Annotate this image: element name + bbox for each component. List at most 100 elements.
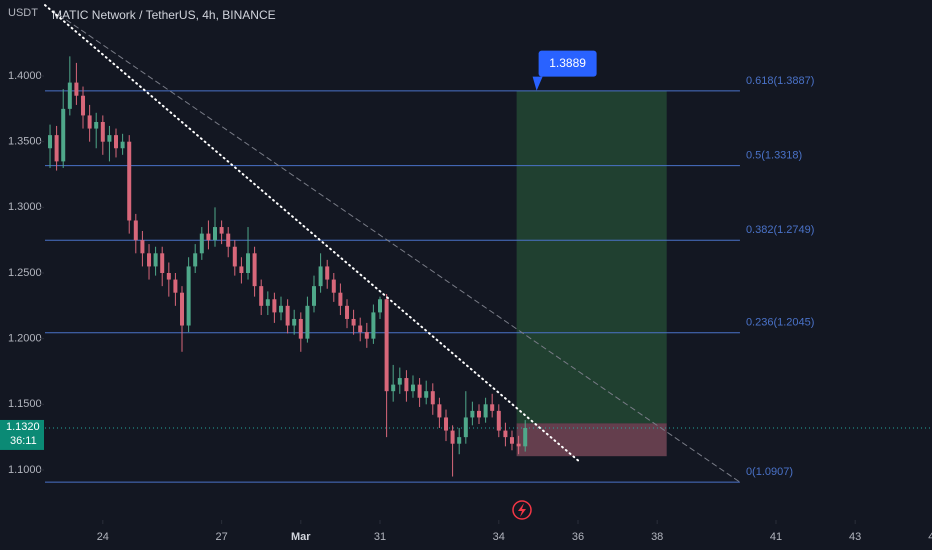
lightning-icon[interactable] (512, 500, 532, 520)
candle-body (476, 410, 481, 418)
candle-body (133, 220, 138, 241)
last-price-box (0, 419, 44, 450)
candle-body (311, 286, 316, 306)
candle-body (417, 384, 422, 398)
x-tick-label: 38 (651, 531, 663, 543)
icon-bolt[interactable] (518, 503, 526, 517)
candle-body (318, 266, 323, 287)
candle-body (331, 279, 336, 293)
x-tick-label: Mar (291, 531, 311, 543)
fib-label: 0.618(1.3887) (746, 75, 815, 87)
candle-body (503, 430, 508, 438)
candle-body (364, 332, 369, 339)
callout-box (538, 50, 597, 77)
candle-body (338, 292, 343, 306)
loss-zone (516, 423, 667, 457)
x-tick-label: 27 (215, 531, 227, 543)
y-tick-label: 1.1500 (8, 398, 42, 410)
candle-body (430, 391, 435, 405)
candle-body (265, 299, 270, 306)
candle-body (490, 404, 495, 411)
candle-body (397, 378, 402, 385)
x-tick-label: 36 (572, 531, 584, 543)
candle-body (523, 427, 528, 447)
y-tick-label: 1.2500 (8, 267, 42, 279)
candle-body (193, 253, 198, 267)
candle-body (516, 443, 521, 447)
candle-body (305, 305, 310, 339)
candle-body (404, 378, 409, 392)
y-tick-label: 1.4000 (8, 70, 42, 82)
candle-body (212, 227, 217, 241)
x-tick-label: 31 (374, 531, 386, 543)
candle-body (358, 325, 363, 333)
candle-body (160, 253, 165, 273)
candle-body (61, 108, 66, 162)
candle-body (74, 82, 79, 96)
candle-body (226, 233, 231, 247)
chart-title: MATIC Network / TetherUS, 4h, BINANCE (52, 8, 276, 22)
candle-body (463, 417, 468, 438)
profit-zone (516, 90, 667, 424)
y-tick-label: 1.1000 (8, 464, 42, 476)
candle-body (457, 437, 462, 444)
trendline (44, 4, 581, 464)
candle-body (378, 299, 383, 313)
candle-body (345, 305, 350, 319)
candle-body (410, 384, 415, 392)
candle-body (54, 135, 59, 162)
callout-label: 1.3889 (549, 56, 586, 70)
candle-body (252, 253, 257, 287)
countdown: 36:11 (10, 435, 37, 447)
candle-body (153, 253, 158, 267)
candle-body (259, 286, 264, 306)
trendline (58, 14, 741, 483)
candle-body (444, 417, 449, 431)
x-tick-label: 24 (97, 531, 109, 543)
candle-body (113, 135, 118, 149)
y-tick-label: 1.2000 (8, 333, 42, 345)
candle-body (371, 312, 376, 339)
candle-body (180, 292, 185, 326)
candle-body (173, 279, 178, 293)
y-tick-label: 1.3500 (8, 136, 42, 148)
fib-label: 0.5(1.3318) (746, 149, 802, 161)
candle-body (351, 318, 356, 326)
candle-body (232, 246, 237, 267)
candle-body (140, 240, 145, 254)
fib-label: 0.236(1.2045) (746, 317, 815, 329)
candle-body (470, 410, 475, 418)
currency: USDT (8, 7, 38, 19)
candle-body (100, 121, 105, 142)
candle-body (424, 391, 429, 398)
candle-body (107, 135, 112, 142)
candle-body (285, 305, 290, 326)
candle-body (496, 410, 501, 431)
candle-body (147, 253, 152, 267)
last-price-label: 1.1320 (6, 421, 40, 433)
candle-body (483, 404, 488, 418)
candle-body (450, 430, 455, 444)
candle-body (186, 266, 191, 326)
fib-label: 0.382(1.2749) (746, 224, 815, 236)
candle-body (239, 266, 244, 273)
candle-body (67, 82, 72, 109)
candle-body (199, 233, 204, 254)
candle-body (272, 299, 277, 313)
candle-body (166, 273, 171, 280)
candle-body (246, 253, 251, 273)
candle-body (219, 227, 224, 234)
x-tick-label: 45 (928, 531, 932, 543)
x-tick-label: 41 (770, 531, 782, 543)
candle-body (48, 135, 53, 149)
candle-body (292, 318, 297, 326)
fib-label: 0(1.0907) (746, 466, 793, 478)
x-tick-label: 43 (849, 531, 861, 543)
candle-body (391, 384, 396, 392)
icon-ring[interactable] (512, 500, 532, 520)
candle-body (94, 121, 99, 129)
candle-body (120, 141, 125, 149)
candle-body (87, 115, 92, 129)
candle-body (81, 95, 86, 116)
